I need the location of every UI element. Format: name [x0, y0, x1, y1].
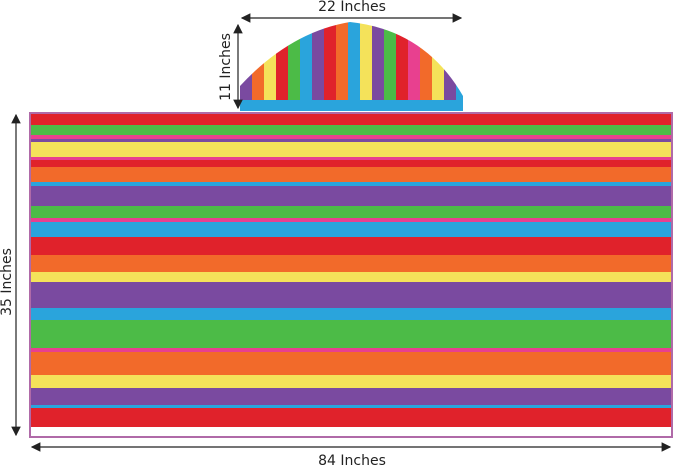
stripe: [384, 22, 396, 111]
stripe: [30, 282, 672, 308]
stripe: [30, 160, 672, 167]
stripe: [30, 167, 672, 182]
stripe: [30, 157, 672, 160]
stripe: [372, 22, 384, 111]
stripe: [360, 22, 372, 111]
stripe: [30, 125, 672, 135]
stripe: [30, 135, 672, 139]
stripe: [30, 218, 672, 222]
stripe: [432, 22, 444, 111]
towel-height-label: 35 Inches: [0, 248, 15, 316]
stripe: [30, 182, 672, 186]
stripe: [420, 22, 432, 111]
hood-width-label: 22 Inches: [318, 0, 386, 15]
stripe: [408, 22, 420, 111]
stripe: [456, 22, 463, 111]
towel: [30, 113, 672, 427]
stripe: [276, 22, 288, 111]
towel-edge: [29, 112, 673, 438]
stripe: [30, 237, 672, 255]
stripe: [30, 405, 672, 408]
stripe: [30, 348, 672, 352]
hood-height-label: 11 Inches: [218, 33, 234, 101]
stripe: [30, 139, 672, 142]
stripe: [240, 100, 463, 111]
stripe: [30, 408, 672, 427]
stripe: [30, 186, 672, 206]
stripe: [252, 22, 264, 111]
stripe: [348, 22, 360, 111]
stripe: [336, 22, 348, 111]
stripe: [30, 320, 672, 348]
stripe: [30, 308, 672, 320]
stripe: [30, 352, 672, 375]
stripe: [30, 375, 672, 388]
stripe: [30, 255, 672, 272]
stripe: [240, 22, 252, 111]
stripe: [324, 22, 336, 111]
stripe: [288, 22, 300, 111]
stripe: [30, 113, 672, 125]
towel-width-label: 84 Inches: [318, 453, 386, 469]
hood: [240, 22, 463, 111]
stripe: [30, 142, 672, 157]
stripe: [300, 22, 312, 111]
stripe: [30, 206, 672, 218]
stripe: [30, 272, 672, 282]
stripe: [312, 22, 324, 111]
stripe: [264, 22, 276, 111]
stripe: [444, 22, 456, 111]
stripe: [30, 222, 672, 237]
stripe: [30, 388, 672, 405]
stripe: [396, 22, 408, 111]
